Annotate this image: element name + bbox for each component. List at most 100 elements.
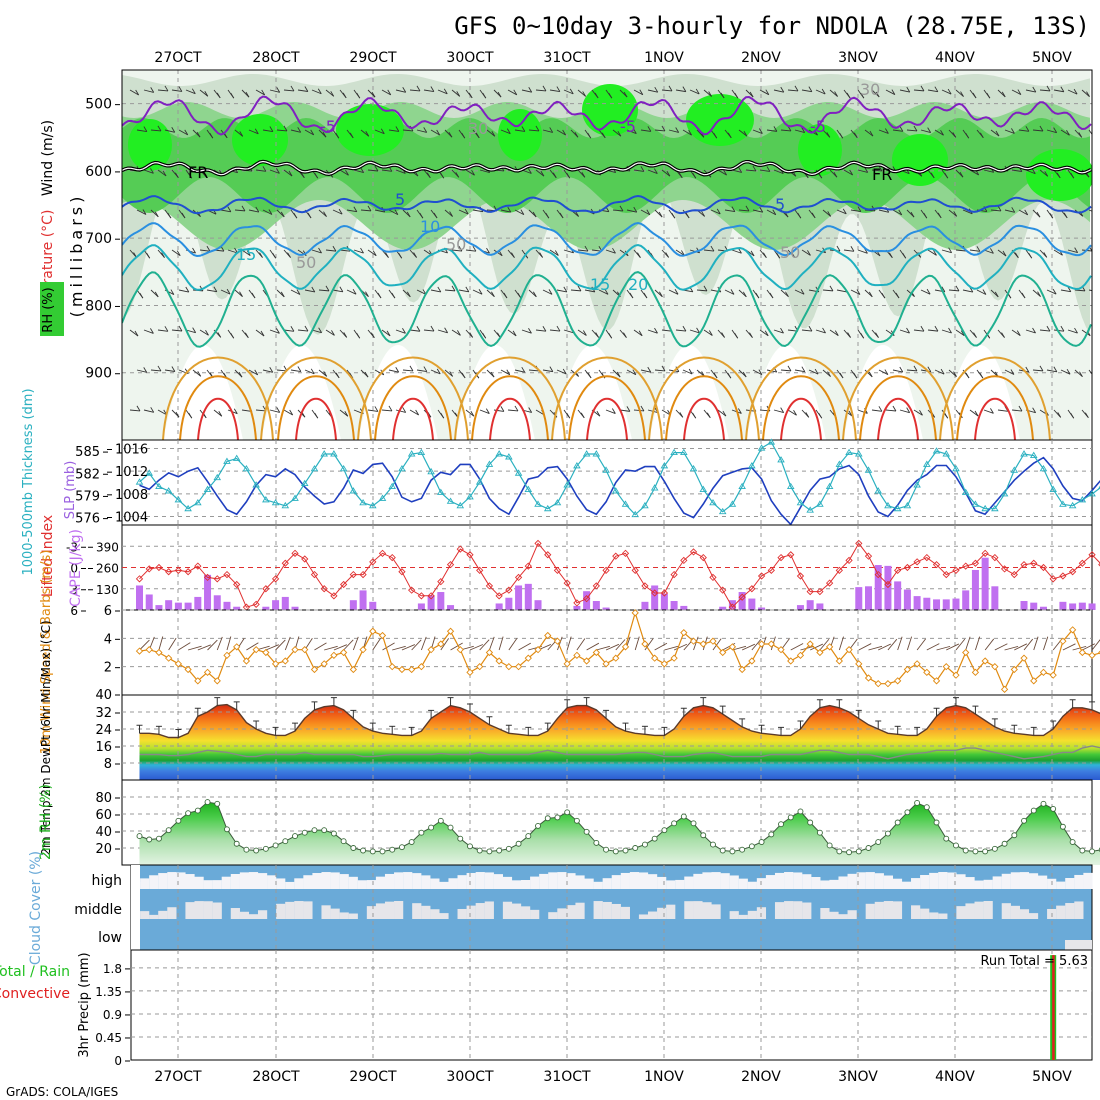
thickness-point [174, 495, 183, 503]
wind-speed-point [660, 660, 669, 668]
high-cloud-cell [212, 880, 222, 889]
wind-barb-flag [920, 85, 925, 92]
wind-barb-flag [738, 248, 742, 254]
wind-barb [514, 129, 525, 132]
cape-bar [417, 603, 425, 610]
wind-barb [570, 289, 582, 292]
cape-bar [349, 600, 357, 610]
wind-barb-flag [898, 209, 903, 216]
wind-barb [150, 209, 159, 218]
wind-barb-flag [482, 332, 487, 339]
wind-barb-flag [364, 371, 369, 378]
rh-point [768, 831, 775, 838]
wind-barb-flag [948, 327, 952, 334]
wind-barb-flag [640, 405, 645, 412]
high-cloud-cell [493, 874, 503, 889]
surface-wind-barb [352, 636, 359, 651]
wind-barb-flag [800, 288, 805, 295]
wind-speed-axis-label: 10m Wind Speed & Barbs (m/s) [39, 550, 54, 755]
thickness-point [991, 504, 999, 512]
wind-barb-flag [528, 407, 533, 413]
lifted-index-point [330, 592, 338, 600]
thickness-point [650, 484, 659, 491]
wind-barb-flag [979, 372, 984, 379]
thickness-point [709, 498, 717, 506]
middle-cloud-cell [321, 905, 331, 919]
wind-barb [647, 329, 658, 334]
wind-barb [752, 129, 763, 134]
wind-barb-flag [959, 171, 964, 178]
precip-panel: 00.450.91.351.8 Run Total = 5.63 3hr Pre… [0, 949, 1093, 1068]
middle-cloud-cell [303, 901, 313, 919]
tick-label: 6 [70, 604, 78, 618]
wind-barb-flag [688, 129, 692, 136]
rh-point [816, 829, 823, 836]
high-cloud-cell [439, 881, 449, 889]
wind-barb [969, 169, 979, 176]
surface-wind-barb [644, 638, 654, 651]
cape-bar [145, 594, 153, 610]
lifted-index-point [670, 570, 678, 579]
wind-barb [262, 369, 273, 373]
wind-barb-flag [413, 252, 417, 258]
lifted-index-point [1049, 575, 1057, 583]
wind-speed-point [165, 654, 173, 662]
wind-barb-flag [1066, 130, 1070, 136]
wind-barb-flag [1036, 211, 1041, 218]
cape-bar [952, 598, 960, 610]
high-cloud-cell [802, 874, 812, 889]
wind-barb [136, 209, 147, 215]
wind-speed-point [301, 646, 309, 654]
high-cloud-cell [956, 874, 966, 889]
thickness-point [164, 487, 173, 494]
thickness-point [184, 504, 192, 512]
lifted-index-point [262, 585, 270, 593]
temperature-contour [974, 397, 1016, 440]
wind-barb-flag [1053, 127, 1058, 133]
wind-barb-flag [365, 291, 369, 297]
rh-point [641, 841, 648, 848]
wind-barb-flag [569, 88, 574, 95]
wind-barb-flag [157, 365, 162, 372]
wind-barb-flag [730, 289, 735, 295]
wind-barb [640, 129, 651, 132]
cape-bar [962, 590, 970, 610]
wind-barb-flag [926, 288, 931, 295]
wind-barb [416, 289, 427, 295]
wind-barb [157, 89, 168, 92]
wind-barb-flag [818, 172, 823, 179]
lifted-index-point [592, 582, 600, 590]
middle-cloud-cell [793, 901, 803, 919]
cape-bar [184, 602, 192, 610]
top-date-label: 31OCT [543, 50, 591, 66]
cape-bar [806, 600, 814, 610]
wind-speed-point [291, 646, 299, 654]
thickness-point [223, 457, 231, 464]
wind-barb-flag [146, 252, 151, 259]
wind-barb-flag [276, 168, 280, 174]
wind-barb-flag [196, 131, 201, 138]
wind-barb-flag [402, 87, 407, 93]
wind-speed-point [825, 643, 834, 651]
temperature-contour [374, 375, 452, 440]
thickness-point [1049, 485, 1057, 492]
surface-wind-barb [1004, 645, 1019, 651]
thickness-point [349, 487, 358, 494]
wind-barb [479, 169, 490, 173]
wind-speed-point [563, 660, 571, 668]
middle-cloud-cell [430, 909, 440, 919]
cape-bar [670, 601, 678, 610]
thickness-point [631, 510, 640, 518]
wind-barb-flag [1084, 412, 1089, 418]
wind-barb [290, 289, 301, 295]
wind-barb-flag [944, 172, 949, 179]
wind-barb-flag [556, 86, 561, 92]
wind-barb [556, 289, 567, 293]
thickness-point [213, 473, 222, 481]
wind-barb-flag [317, 88, 322, 94]
wind-barb-flag [742, 291, 747, 298]
temperature-contour [392, 397, 434, 440]
wind-barb-flag [703, 285, 708, 292]
wind-barb-flag [710, 245, 715, 252]
